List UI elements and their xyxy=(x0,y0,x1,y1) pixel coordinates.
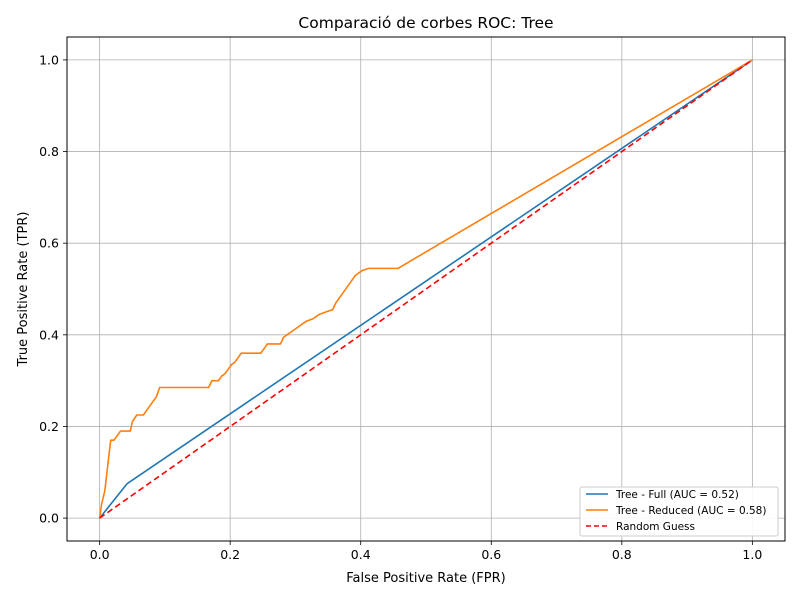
x-tick-label: 0.8 xyxy=(612,547,632,562)
series-lines xyxy=(98,59,753,519)
x-tick-label: 0.2 xyxy=(220,547,240,562)
legend-box xyxy=(579,486,779,537)
y-tick-label: 0.8 xyxy=(39,144,59,159)
y-tick-label: 0.4 xyxy=(39,327,59,342)
y-tick-label: 0.2 xyxy=(39,419,59,434)
legend-label-tree-reduced: Tree - Reduced (AUC = 0.58) xyxy=(615,505,766,517)
y-tick-label: 0.0 xyxy=(39,511,59,526)
x-tick-label: 0.0 xyxy=(90,547,110,562)
y-axis-label: True Positive Rate (TPR) xyxy=(16,212,31,368)
y-tick-label: 0.6 xyxy=(39,236,59,251)
x-tick-label: 1.0 xyxy=(742,547,762,562)
x-tick-label: 0.4 xyxy=(351,547,371,562)
series-line-tree-reduced xyxy=(98,59,753,519)
x-tick-label: 0.6 xyxy=(481,547,501,562)
legend: Tree - Full (AUC = 0.52) Tree - Reduced … xyxy=(579,486,779,537)
axis-ticks: 0.0 0.2 0.4 0.6 0.8 1.0 0.0 0.2 0.4 0.6 0.8 1.0 xyxy=(39,52,762,562)
x-axis-label: False Positive Rate (FPR) xyxy=(346,571,505,586)
y-tick-label: 1.0 xyxy=(39,52,59,67)
legend-label-random-guess: Random Guess xyxy=(616,521,695,533)
legend-label-tree-full: Tree - Full (AUC = 0.52) xyxy=(615,489,739,501)
chart-title: Comparació de corbes ROC: Tree xyxy=(298,14,553,32)
plot-frame xyxy=(66,36,786,542)
series-line-tree-full xyxy=(99,59,753,519)
grid-lines xyxy=(67,37,785,541)
